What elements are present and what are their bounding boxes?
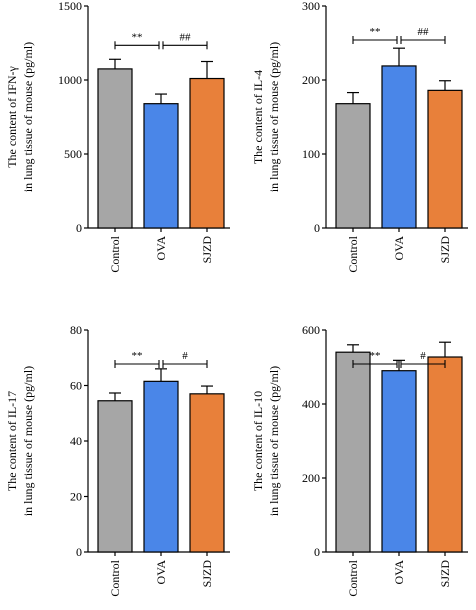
y-tick-label: 0 <box>314 545 320 559</box>
category-label: Control <box>108 235 122 272</box>
bar-sjzd <box>189 77 225 229</box>
bar-control <box>97 400 133 553</box>
bar-ova <box>143 103 179 229</box>
y-tick-label: 40 <box>70 434 82 448</box>
y-axis-label: in lung tissue of mouse (pg/ml) <box>21 42 35 192</box>
category-label: Control <box>346 235 360 272</box>
significance-label: # <box>182 350 188 362</box>
y-tick-label: 1000 <box>58 73 82 87</box>
y-tick-label: 20 <box>70 490 82 504</box>
category-label: OVA <box>392 560 406 585</box>
bar-ova <box>381 65 417 229</box>
category-label: Control <box>108 559 122 596</box>
significance-label: ## <box>180 31 192 43</box>
bar-ova <box>381 370 417 553</box>
significance-label: # <box>420 350 426 362</box>
y-tick-label: 0 <box>76 221 82 235</box>
bar-control <box>335 103 371 229</box>
y-tick-label: 200 <box>302 73 320 87</box>
y-tick-label: 60 <box>70 379 82 393</box>
significance-label: ** <box>370 26 381 38</box>
bar-control <box>335 351 371 553</box>
category-label: OVA <box>392 236 406 261</box>
y-axis-label: in lung tissue of mouse (pg/ml) <box>267 42 281 192</box>
bar-ova <box>143 380 179 553</box>
y-tick-label: 0 <box>76 545 82 559</box>
chart-panel: 0 200 400 600 The content of IL-10 in lung ti… <box>251 323 468 597</box>
chart-panel: 0 500 1000 1500 The content of IFN-γ in lung … <box>5 0 230 273</box>
category-label: SJZD <box>200 236 214 264</box>
category-label: SJZD <box>200 560 214 588</box>
bar-control <box>97 68 133 229</box>
category-label: OVA <box>154 560 168 585</box>
chart-panel: 0 100 200 300 The content of IL-4 in lung tis… <box>251 0 468 273</box>
bar-sjzd <box>427 356 463 553</box>
chart-panel: 0 20 40 60 80 The content of IL-17 in lung tis… <box>5 323 230 597</box>
y-tick-label: 500 <box>64 147 82 161</box>
y-axis-label: in lung tissue of mouse (pg/ml) <box>21 366 35 516</box>
y-tick-label: 300 <box>302 0 320 13</box>
y-axis-label: The content of IL-17 <box>5 391 19 491</box>
y-tick-label: 600 <box>302 323 320 337</box>
category-label: SJZD <box>438 236 452 264</box>
category-label: Control <box>346 559 360 596</box>
category-label: OVA <box>154 236 168 261</box>
bar-sjzd <box>189 393 225 553</box>
significance-label: ** <box>132 350 143 362</box>
y-axis-label: The content of IL-10 <box>251 391 265 491</box>
y-tick-label: 100 <box>302 147 320 161</box>
y-axis-label: The content of IFN-γ <box>5 66 19 168</box>
y-tick-label: 1500 <box>58 0 82 13</box>
y-tick-label: 200 <box>302 471 320 485</box>
y-tick-label: 0 <box>314 221 320 235</box>
significance-label: ## <box>418 26 430 38</box>
category-label: SJZD <box>438 560 452 588</box>
y-axis-label: in lung tissue of mouse (pg/ml) <box>267 366 281 516</box>
significance-label: ** <box>370 350 381 362</box>
y-axis-label: The content of IL-4 <box>251 70 265 164</box>
y-tick-label: 400 <box>302 397 320 411</box>
significance-label: ** <box>132 31 143 43</box>
y-tick-label: 80 <box>70 323 82 337</box>
bar-sjzd <box>427 89 463 229</box>
